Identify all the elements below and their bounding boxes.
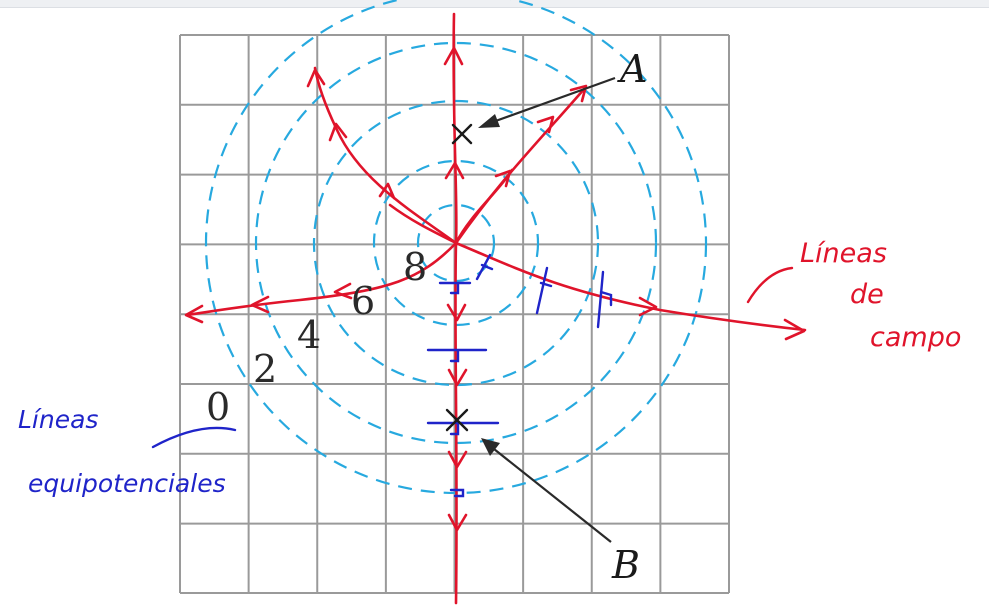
field-line-upper-right — [454, 86, 587, 245]
pointer-head-a — [478, 114, 500, 128]
arrow-right-1 — [783, 318, 806, 341]
field-lines-connector — [746, 266, 794, 304]
arrow-top-2 — [444, 161, 465, 180]
point-b-marker — [445, 408, 469, 432]
arrow-down-4 — [447, 513, 468, 532]
arrow-upper-left-1 — [306, 68, 326, 88]
field-line-left — [185, 241, 458, 317]
arrow-down-3 — [447, 450, 468, 469]
perp-mark-5 — [475, 253, 494, 281]
equipotential-note-line1: Líneas — [18, 405, 98, 434]
field-lines — [185, 12, 807, 605]
level-label-2: 2 — [253, 347, 277, 391]
arrow-top — [443, 46, 464, 66]
field-line-right — [454, 241, 807, 332]
pointer-line-a — [489, 76, 616, 125]
arrow-upper-right-2 — [536, 115, 555, 134]
level-label-8: 8 — [403, 245, 427, 289]
perp-mark-2 — [426, 348, 488, 363]
point-markers — [445, 123, 473, 432]
level-label-6: 6 — [351, 279, 375, 323]
field-line-arrows — [184, 46, 806, 532]
arrow-upper-left-2 — [328, 122, 348, 142]
arrow-upper-left-3 — [378, 182, 396, 200]
equipotential-note-line2: equipotenciales — [28, 469, 226, 498]
perp-mark-7 — [596, 270, 613, 329]
window-top-bar — [0, 0, 989, 8]
point-a-marker — [451, 123, 473, 145]
arrow-upper-right-1 — [569, 84, 588, 103]
level-label-0: 0 — [206, 385, 230, 429]
field-line-vertical — [452, 12, 458, 605]
perp-mark-4 — [449, 488, 465, 498]
field-lines-note-line3: campo — [870, 322, 961, 353]
pointer-line-b — [493, 448, 612, 543]
equipotential-circle-2 — [254, 41, 658, 445]
point-a-label: A — [617, 47, 647, 91]
arrow-down-2 — [447, 368, 468, 387]
field-lines-note-line1: Líneas — [800, 238, 887, 269]
pointer-arrows — [478, 76, 616, 543]
arrow-left-3 — [333, 282, 353, 300]
arrow-left-2 — [250, 295, 270, 314]
level-label-4: 4 — [297, 313, 321, 357]
perp-mark-3 — [426, 421, 500, 436]
field-line-inner-left — [388, 203, 458, 245]
point-b-label: B — [611, 543, 640, 587]
arrow-down-1 — [446, 303, 467, 322]
perp-mark-1 — [438, 281, 472, 295]
equipotential-connector — [151, 426, 237, 449]
pointer-head-b — [481, 438, 500, 456]
perpendicular-marks — [426, 253, 613, 498]
arrow-left-1 — [184, 304, 204, 324]
arrow-right-2 — [638, 296, 658, 317]
field-line-upper-left — [313, 66, 458, 245]
arrow-upper-right-3 — [494, 169, 512, 188]
equipotential-circle-4 — [312, 99, 600, 387]
perp-mark-6 — [535, 266, 553, 315]
field-lines-note-line2: de — [850, 279, 884, 310]
